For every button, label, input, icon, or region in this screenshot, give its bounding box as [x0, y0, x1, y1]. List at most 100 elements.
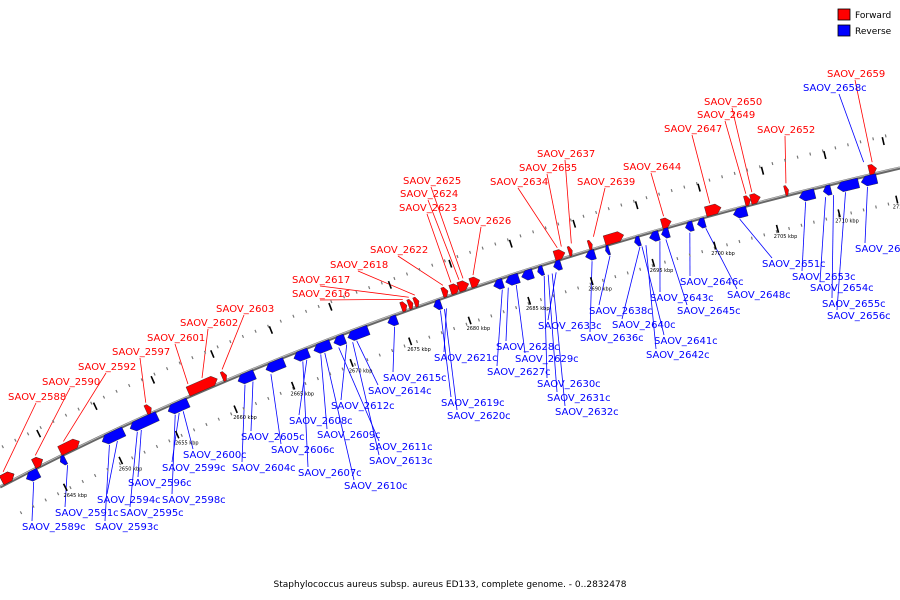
track-dot — [589, 282, 592, 286]
reverse-connector — [836, 192, 846, 311]
reverse-connector — [838, 93, 865, 163]
kbp-tick-label: 2685 kbp — [526, 306, 550, 312]
track-dot — [279, 391, 282, 396]
forward-connector — [174, 343, 189, 385]
track-dot — [90, 401, 93, 405]
reverse-connector — [392, 326, 395, 373]
reverse-gene-label: SAOV_2642c — [646, 350, 710, 361]
reverse-gene — [553, 259, 563, 271]
reverse-gene-label: SAOV_2595c — [120, 508, 184, 519]
forward-gene-label: SAOV_2647 — [664, 124, 722, 135]
track-dot — [875, 205, 877, 209]
kbp-tick-outer — [268, 325, 274, 334]
track-dot — [140, 378, 144, 382]
track-dot — [267, 396, 270, 401]
kbp-tick-outer — [210, 350, 215, 359]
track-dot — [418, 267, 421, 272]
reverse-gene-label: SAOV_2605c — [241, 432, 305, 443]
reverse-connector — [31, 481, 35, 522]
gene-labels: SAOV_2588 SAOV_2590 SAOV_2592 SAOV_2597 SAOV… — [8, 69, 900, 533]
reverse-connector — [270, 374, 282, 445]
kbp-tick-label: 2675 kbp — [407, 347, 431, 353]
reverse-connector — [801, 202, 806, 272]
track-dot — [317, 304, 320, 309]
forward-connector — [472, 226, 482, 276]
reverse-connector — [543, 276, 548, 379]
reverse-gene-label: SAOV_2612c — [331, 401, 395, 412]
reverse-connector — [171, 412, 180, 463]
track-dot — [32, 504, 35, 508]
forward-gene — [143, 404, 152, 416]
track-dot — [809, 152, 812, 156]
forward-gene-label: SAOV_2602 — [180, 318, 238, 329]
reverse-gene — [60, 454, 69, 466]
track-dot — [205, 422, 208, 427]
kbp-tick-outer — [823, 150, 827, 160]
track-dot — [726, 243, 728, 247]
track-dot — [695, 181, 698, 186]
kbp-tick-outer — [387, 280, 392, 289]
reverse-connector — [547, 274, 558, 393]
forward-gene-label: SAOV_2644 — [623, 162, 681, 173]
kbp-tick-label: 2690 kbp — [588, 287, 612, 293]
track-dot — [750, 236, 753, 240]
reverse-gene — [822, 184, 833, 196]
reverse-gene — [585, 248, 597, 261]
forward-gene — [743, 195, 751, 207]
kbp-tick-inner — [233, 405, 238, 414]
forward-gene-label: SAOV_2622 — [370, 245, 428, 256]
reverse-gene-label: SAOV_2653c — [792, 272, 856, 283]
track-dot — [93, 473, 97, 478]
track-dot — [738, 239, 741, 244]
reverse-connector — [551, 273, 566, 407]
track-dot — [733, 171, 736, 175]
track-dot — [502, 310, 505, 314]
track-dot — [645, 196, 648, 200]
reverse-gene — [537, 265, 546, 276]
track-dot — [443, 259, 446, 263]
track-dot — [595, 210, 598, 215]
track-dot — [713, 246, 716, 250]
reverse-connector — [864, 186, 868, 244]
reverse-connector — [831, 195, 834, 299]
reverse-connector — [440, 310, 452, 398]
track-dot — [106, 467, 109, 472]
track-dot — [64, 413, 68, 417]
track-dot — [796, 155, 799, 159]
reverse-gene — [493, 277, 505, 290]
kbp-tick-label: 2680 kbp — [467, 326, 491, 332]
reverse-connector — [352, 342, 380, 456]
kbp-tick-label: 2700 kbp — [711, 251, 735, 257]
track-dot — [557, 222, 560, 226]
track-dot — [391, 348, 394, 353]
forward-gene — [57, 438, 80, 456]
track-dot — [267, 324, 270, 328]
forward-connector — [724, 120, 747, 194]
forward-gene-label: SAOV_2637 — [537, 149, 595, 160]
forward-gene-label: SAOV_2635 — [519, 163, 577, 174]
reverse-gene-label: SAOV_2655c — [822, 299, 886, 310]
forward-gene-label: SAOV_2603 — [216, 304, 274, 315]
reverse-connector — [137, 429, 142, 478]
forward-connector — [784, 135, 787, 184]
reverse-gene — [237, 369, 257, 385]
track-dot — [758, 165, 761, 169]
forward-gene-label: SAOV_2623 — [399, 203, 457, 214]
reverse-connector — [444, 309, 458, 411]
track-dot — [552, 294, 555, 298]
reverse-gene — [167, 397, 191, 415]
kbp-tick-label: 2715 kbp — [893, 205, 900, 211]
track-dot — [292, 314, 295, 318]
kbp-tick-outer — [881, 137, 885, 146]
reverse-gene — [333, 333, 348, 347]
track-dot — [131, 456, 134, 460]
track-dot — [230, 412, 233, 416]
gene-features — [0, 164, 879, 486]
track-dot — [676, 256, 679, 261]
track-dot — [788, 226, 791, 231]
reverse-connector — [356, 340, 379, 386]
kbp-tick-outer — [36, 429, 42, 438]
reverse-gene — [685, 220, 695, 232]
reverse-connector — [104, 444, 110, 522]
forward-gene-label: SAOV_2624 — [400, 189, 458, 200]
